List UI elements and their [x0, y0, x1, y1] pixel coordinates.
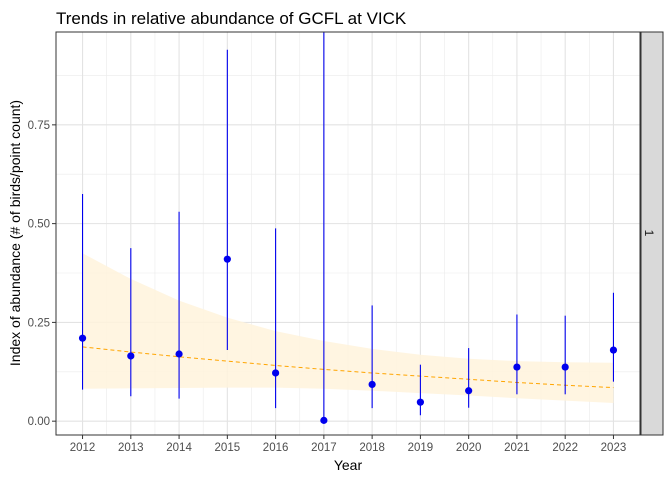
data-point [609, 346, 618, 354]
x-tick-label: 2020 [456, 442, 482, 454]
data-point [320, 416, 328, 424]
x-tick-label: 2017 [311, 442, 337, 454]
x-tick-label: 2013 [118, 442, 144, 454]
x-tick-label: 2023 [601, 442, 627, 454]
x-tick-label: 2018 [359, 442, 385, 454]
data-point [127, 352, 135, 360]
x-tick-label: 2012 [70, 442, 96, 454]
trend-line-layer [82, 346, 614, 389]
data-point [465, 387, 473, 395]
y-tick-label: 0.25 [28, 317, 50, 329]
data-point [272, 369, 280, 377]
data-point [561, 363, 569, 371]
y-tick-label: 0.50 [28, 219, 50, 231]
x-axis: 2012 2013 2014 2015 2016 2017 2018 2019 2020 2021… [70, 435, 627, 454]
data-point [223, 255, 231, 263]
facet-strip [640, 31, 664, 436]
x-tick-label: 2022 [552, 442, 578, 454]
y-tick-label: 0.00 [28, 416, 50, 428]
data-point [416, 398, 424, 406]
y-axis: 0.00 0.25 0.50 0.75 [28, 120, 56, 428]
data-points [78, 255, 618, 424]
x-tick-label: 2015 [215, 442, 241, 454]
plot-panel-border [55, 31, 641, 436]
data-point [513, 363, 521, 371]
data-point [175, 350, 183, 358]
data-point [78, 334, 87, 342]
data-point [368, 380, 376, 389]
error-bars [81, 32, 615, 422]
x-tick-label: 2021 [504, 442, 530, 454]
x-tick-label: 2014 [166, 442, 192, 454]
x-axis-title: Year [334, 457, 363, 473]
x-tick-label: 2016 [263, 442, 289, 454]
trend-confidence-band [82, 253, 614, 403]
y-axis-title: Index of abundance (# of birds/point cou… [7, 100, 23, 366]
x-tick-label: 2019 [408, 442, 434, 454]
trend-line [82, 346, 614, 389]
y-tick-label: 0.75 [28, 120, 50, 132]
chart-title: Trends in relative abundance of GCFL at … [56, 9, 407, 28]
trend-band [82, 253, 614, 403]
facet-strip-label: 1 [642, 230, 656, 237]
